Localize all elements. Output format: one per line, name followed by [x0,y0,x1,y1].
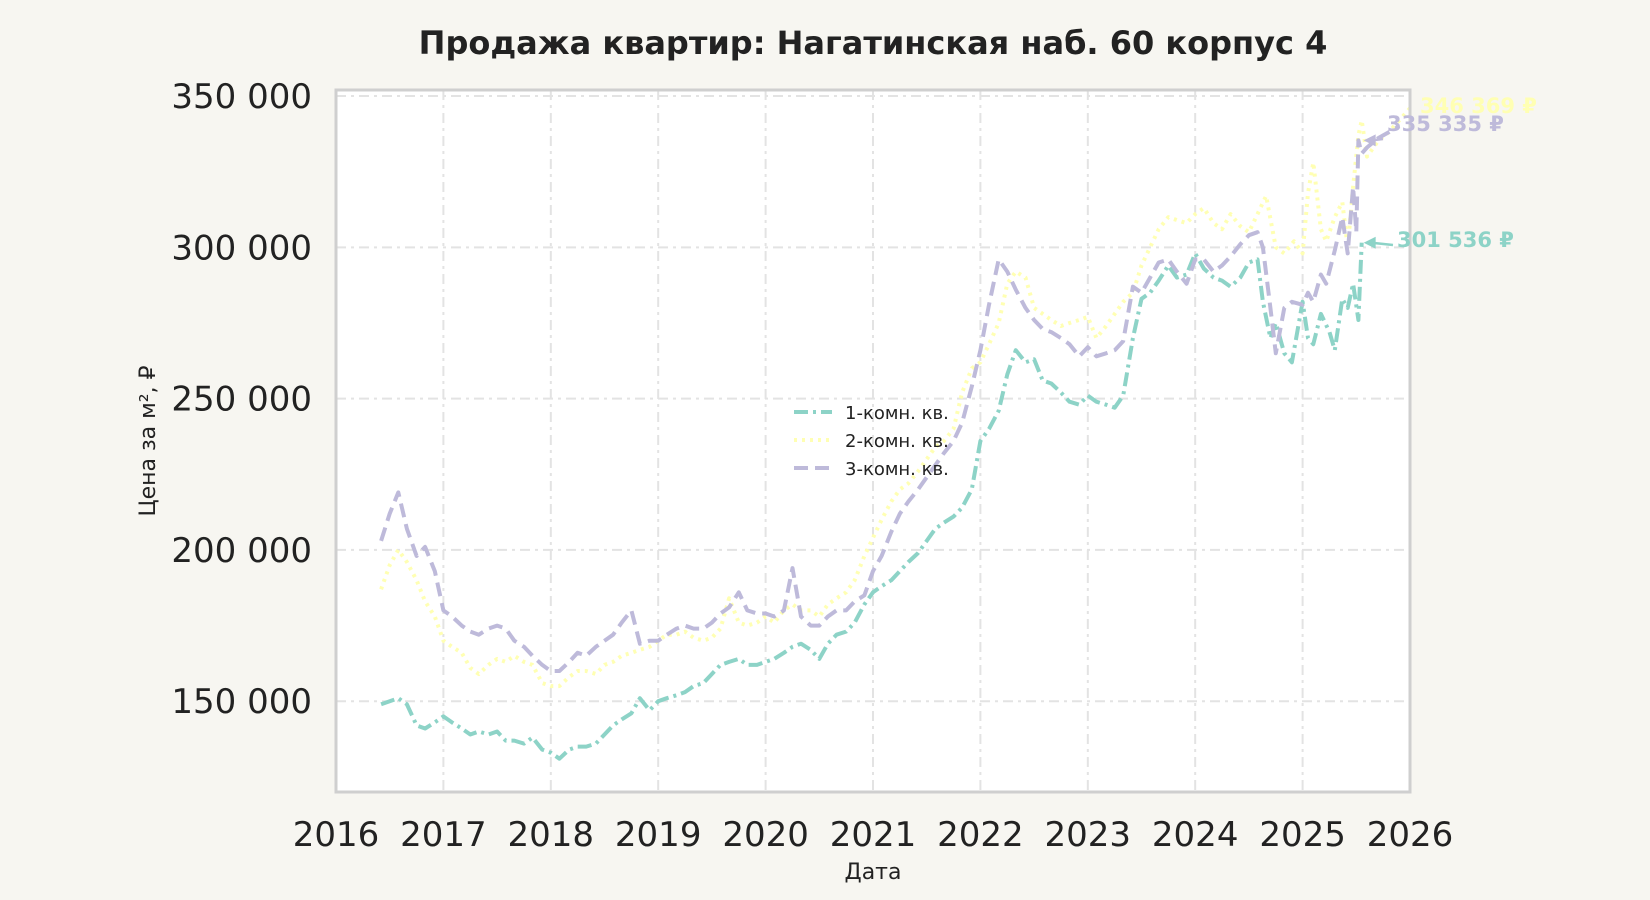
plot-frame [334,88,1412,794]
x-tick-label: 2018 [508,815,595,855]
end-labels: 335 335 ₽ 301 536 ₽ 346 369 ₽ [1363,94,1537,252]
y-tick-label: 200 000 [171,531,312,571]
end-label-arrowhead [1363,236,1376,249]
legend-label: 3-комн. кв. [845,459,949,480]
series-line [379,106,1412,689]
x-tick-label: 2022 [937,815,1024,855]
y-tick-label: 350 000 [171,77,312,117]
y-axis-label: Цена за м², ₽ [136,365,161,516]
chart-title: Продажа квартир: Нагатинская наб. 60 кор… [419,24,1328,62]
x-tick-label: 2019 [615,815,702,855]
x-tick-label: 2023 [1045,815,1132,855]
x-axis-label: Дата [845,860,902,885]
x-tick-label: 2021 [830,815,917,855]
x-tick-label: 2017 [400,815,487,855]
x-tick-label: 2026 [1367,815,1454,855]
y-tick-label: 150 000 [171,682,312,722]
end-label-text: 301 536 ₽ [1397,228,1514,252]
end-label-text: 335 335 ₽ [1387,112,1504,136]
x-tick-label: 2024 [1152,815,1239,855]
x-axis-ticks: 2016 2017 2018 2019 2020 2021 2022 2023 2024 2025… [293,815,1454,855]
end-label-text: 346 369 ₽ [1420,94,1537,118]
legend-label: 2-комн. кв. [845,431,949,452]
y-axis-ticks: 150 000 200 000 250 000 300 000 350 000 [171,77,312,722]
y-tick-label: 250 000 [171,380,312,420]
legend: 1-комн. кв. 2-комн. кв. 3-комн. кв. [794,403,949,480]
x-tick-label: 2020 [722,815,809,855]
series-line [379,124,1401,673]
x-tick-label: 2016 [293,815,380,855]
plot-area [334,88,1412,794]
series-layer [379,106,1412,761]
y-tick-label: 300 000 [171,228,312,268]
legend-label: 1-комн. кв. [845,403,949,424]
end-label-arrowhead [1363,134,1376,147]
x-tick-label: 2025 [1259,815,1346,855]
series-line [380,242,1364,761]
